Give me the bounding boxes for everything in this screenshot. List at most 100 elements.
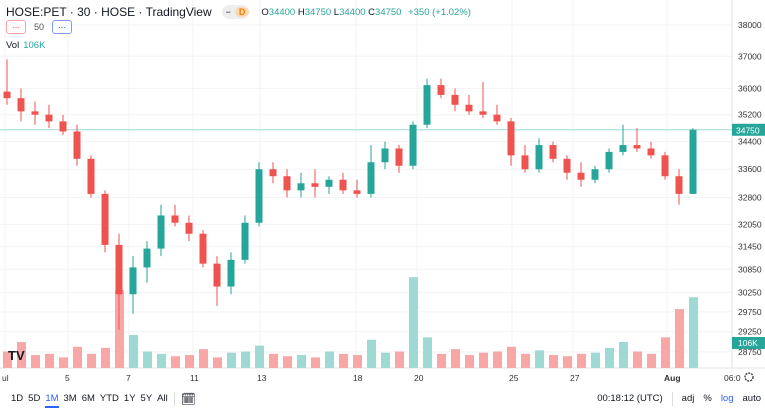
data-delay-badge: D: [234, 7, 250, 17]
volume-bar: [577, 353, 586, 368]
candle-body: [493, 114, 501, 122]
period-1d[interactable]: 1D: [11, 393, 24, 404]
candle-body: [199, 233, 207, 264]
volume-bar: [311, 357, 320, 368]
y-tick-label: 35200: [738, 110, 762, 120]
volume-bar: [17, 342, 26, 368]
y-tick-label: 29750: [738, 307, 762, 317]
auto-toggle[interactable]: auto: [742, 393, 762, 404]
settings-gear-icon[interactable]: [744, 372, 754, 382]
open-value: 34400: [268, 6, 296, 18]
adj-toggle[interactable]: adj: [681, 393, 695, 404]
y-tick-label: 32050: [738, 220, 762, 230]
candle-body: [269, 169, 277, 177]
last-price-badge: [732, 123, 765, 136]
close-value: 34750: [375, 6, 402, 18]
period-6m[interactable]: 6M: [81, 393, 95, 404]
volume-bar: [255, 345, 264, 368]
volume-bar: [269, 353, 278, 368]
x-tick-label: 20: [414, 373, 424, 383]
period-1m[interactable]: 1M: [45, 393, 59, 408]
price-chart[interactable]: 38000 37000 36000 35200 34400 33600 32800 32050…: [0, 0, 765, 388]
candle-body: [185, 222, 193, 234]
y-tick-label: 38000: [738, 20, 762, 30]
candle-body: [689, 129, 697, 194]
y-tick-label: 32800: [738, 192, 762, 202]
y-tick-label: 34400: [738, 137, 762, 147]
bottom-toolbar: 1D 5D 1M 3M 6M YTD 1Y 5Y All 🗓︎ 00:18:12 (UTC) a…: [0, 388, 765, 409]
volume-bar: [367, 339, 376, 368]
candle-body: [115, 244, 123, 295]
volume-bar: [661, 337, 670, 368]
volume-bar: [227, 352, 236, 368]
clock-time[interactable]: 00:18:12 (UTC): [597, 393, 663, 404]
volume-bar: [339, 353, 348, 368]
period-1y[interactable]: 1Y: [123, 393, 136, 404]
candle-body: [437, 85, 445, 95]
volume-bar: [297, 355, 306, 368]
period-3m[interactable]: 3M: [63, 393, 77, 404]
volume-bar: [3, 351, 12, 368]
candle-body: [45, 114, 53, 122]
candle-body: [451, 94, 459, 105]
volume-bar: [101, 347, 110, 368]
candle-body: [381, 148, 389, 163]
volume-bar: [409, 277, 418, 368]
volume-bar: [647, 353, 656, 368]
volume-bar: [591, 352, 600, 368]
candle-body: [367, 162, 375, 194]
period-all[interactable]: All: [157, 393, 168, 404]
candle-body: [283, 176, 291, 191]
candle-body: [633, 145, 641, 149]
candle-body: [339, 179, 347, 191]
x-tick-label: 25: [509, 373, 519, 383]
candle-body: [297, 183, 305, 191]
candle-body: [101, 193, 109, 245]
candle-body: [171, 215, 179, 223]
volume-bar: [633, 351, 642, 368]
candle-body: [409, 124, 417, 166]
change-value: +350 (+1.02%): [408, 6, 471, 18]
y-tick-label: 28750: [738, 347, 762, 357]
x-tick-label: 5: [65, 373, 70, 383]
high-value: 34750: [304, 6, 332, 18]
volume-bar: [507, 346, 516, 368]
log-toggle[interactable]: log: [720, 393, 734, 404]
tradingview-logo: TV: [8, 348, 25, 363]
volume-bar: [59, 357, 68, 368]
date-range-icon[interactable]: 🗓︎: [180, 391, 196, 406]
period-ytd[interactable]: YTD: [99, 393, 119, 404]
candle-body: [535, 145, 543, 170]
candle-body: [325, 179, 333, 187]
candle-body: [521, 155, 529, 170]
volume-bar: [535, 350, 544, 368]
candle-body: [675, 176, 683, 194]
last-volume-label: 106K: [738, 338, 758, 348]
volume-legend: Vol 106K: [6, 40, 46, 51]
percent-toggle[interactable]: %: [703, 393, 712, 404]
volume-bar: [45, 353, 54, 368]
volume-bar: [479, 352, 488, 368]
volume-bar: [395, 351, 404, 368]
indicator-settings-button[interactable]: ...: [6, 20, 26, 34]
volume-bar: [353, 355, 362, 368]
volume-bar: [493, 351, 502, 368]
candle-body: [605, 151, 613, 170]
candle-body: [395, 148, 403, 166]
volume-bar: [423, 337, 432, 368]
indicator-settings-button-2[interactable]: ...: [52, 20, 73, 34]
candle-body: [227, 259, 235, 287]
volume-bar: [199, 349, 208, 368]
volume-bar: [185, 355, 194, 368]
candle-body: [661, 155, 669, 177]
volume-bar: [605, 347, 614, 368]
volume-bar: [143, 351, 152, 368]
x-tick-label: 27: [570, 373, 580, 383]
market-status-pill[interactable]: − D: [221, 5, 250, 19]
volume-value: 106K: [23, 40, 46, 51]
volume-bar: [675, 309, 684, 368]
period-5y[interactable]: 5Y: [140, 393, 153, 404]
symbol-title[interactable]: HOSE:PET · 30 · HOSE · TradingView: [6, 5, 212, 19]
period-5d[interactable]: 5D: [28, 393, 41, 404]
ma-length: 50: [34, 22, 45, 32]
